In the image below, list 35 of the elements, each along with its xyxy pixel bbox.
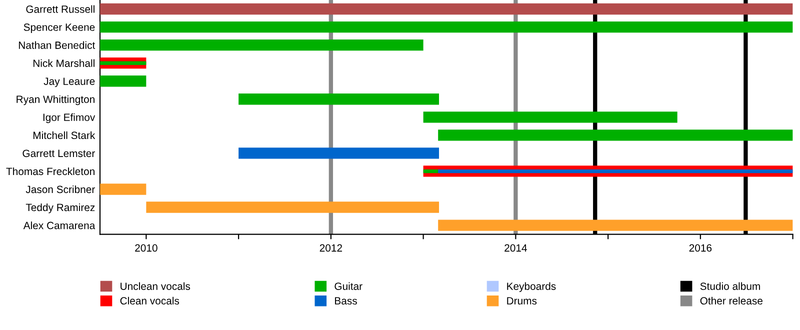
legend-label: Keyboards: [507, 282, 556, 292]
legend-label: Other release: [700, 296, 762, 305]
y-tick-label: Garrett Lemster: [22, 150, 95, 158]
y-tick-label: Mitchell Stark: [33, 131, 96, 140]
y-tick-label: Alex Camarena: [23, 222, 96, 230]
bar: [423, 112, 678, 123]
bar: [100, 39, 424, 51]
y-tick-label: Jason Scribner: [26, 185, 95, 194]
legend-label: Unclean vocals: [120, 282, 190, 290]
legend-label: Studio album: [700, 282, 760, 290]
x-tick-label: 2010: [135, 244, 158, 252]
bar: [438, 220, 793, 231]
y-tick-label: Nick Marshall: [33, 59, 94, 67]
y-tick-label: Teddy Ramirez: [26, 203, 95, 214]
bar: [146, 202, 440, 213]
y-tick-label: Thomas Freckleton: [6, 167, 94, 176]
legend-label: Drums: [507, 297, 537, 305]
legend-label: Clean vocals: [120, 296, 180, 305]
x-tick-label: 2014: [504, 244, 527, 252]
bar: [100, 76, 146, 87]
y-tick-label: Jay Leaure: [44, 78, 95, 88]
bar: [438, 130, 793, 141]
legend-label: Guitar: [334, 282, 362, 290]
bar: [100, 3, 793, 15]
bar: [238, 94, 440, 105]
bar: [100, 184, 146, 195]
y-tick-label: Garrett Russell: [26, 5, 94, 13]
x-tick-label: 2012: [320, 244, 342, 252]
y-tick-label: Spencer Keene: [24, 24, 95, 33]
y-tick-label: Ryan Whittington: [16, 95, 94, 106]
bar: [100, 21, 793, 33]
y-tick-label: Nathan Benedict: [18, 41, 96, 49]
y-tick-label: Igor Efimov: [43, 113, 96, 124]
legend-label: Bass: [335, 297, 357, 305]
x-tick-label: 2016: [689, 244, 712, 252]
